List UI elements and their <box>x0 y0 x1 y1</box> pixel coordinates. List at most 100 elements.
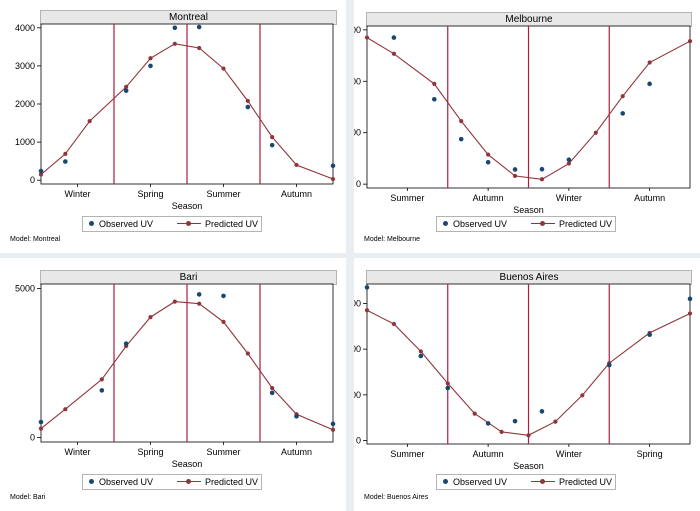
x-tick-label: Autumn <box>634 193 665 203</box>
predicted-point <box>364 308 370 313</box>
predicted-point <box>418 349 423 354</box>
legend-observed-label: Observed UV <box>453 219 508 229</box>
x-tick-label: Spring <box>637 449 663 459</box>
legend-observed-label: Observed UV <box>99 477 154 487</box>
legend-predicted-label: Predicted UV <box>205 219 259 229</box>
x-axis-label: Season <box>172 201 203 211</box>
predicted-point <box>391 51 397 56</box>
y-tick-label: 2000 <box>354 390 361 400</box>
predicted-point <box>526 433 531 438</box>
legend: Observed UV Predicted UV <box>82 216 262 232</box>
predicted-point <box>63 151 68 157</box>
observed-point <box>172 25 178 31</box>
x-tick-label: Spring <box>137 189 163 199</box>
observed-point <box>647 332 652 338</box>
observed-point <box>245 104 251 110</box>
observed-point <box>566 157 572 163</box>
x-tick-label: Autumn <box>281 447 312 457</box>
observed-point <box>38 168 44 174</box>
observed-point <box>418 353 424 359</box>
observed-point <box>647 81 652 87</box>
predicted-point <box>486 152 491 157</box>
y-tick-label: 6000 <box>354 25 361 35</box>
model-note: Model: Buenos Aires <box>364 494 429 501</box>
y-tick-label: 4000 <box>15 23 35 33</box>
y-tick-label: 2000 <box>354 128 361 138</box>
legend-predicted-label: Predicted UV <box>205 477 259 487</box>
observed-point <box>196 292 202 297</box>
predicted-series-line <box>40 301 334 431</box>
observed-point <box>539 409 545 414</box>
observed-point <box>687 296 693 302</box>
predicted-point <box>270 135 275 140</box>
predicted-point <box>391 321 397 327</box>
observed-marker-icon <box>443 479 448 484</box>
x-axis-label: Season <box>513 205 544 215</box>
x-tick-label: Summer <box>206 189 240 199</box>
predicted-point <box>553 419 558 424</box>
legend: Observed UV Predicted UV <box>436 216 616 232</box>
y-tick-label: 0 <box>356 179 361 189</box>
observed-point <box>445 385 451 391</box>
observed-point <box>431 96 437 102</box>
predicted-point <box>87 119 92 124</box>
y-tick-label: 6000 <box>354 298 361 308</box>
predicted-point <box>99 377 104 382</box>
x-tick-label: Summer <box>206 447 240 457</box>
observed-point <box>485 421 491 426</box>
x-tick-label: Spring <box>137 447 163 457</box>
observed-point <box>63 159 68 164</box>
y-tick-label: 0 <box>30 433 35 443</box>
legend-predicted-label: Predicted UV <box>559 219 613 229</box>
legend-predicted-label: Predicted UV <box>559 477 613 487</box>
plot-area: 0 5000 Winter Spring Summer Autumn Season <box>15 283 336 469</box>
predicted-point <box>124 84 129 89</box>
observed-point <box>391 35 397 40</box>
predicted-marker-icon <box>540 221 545 226</box>
predicted-point <box>148 56 153 61</box>
plot-area: 0 1000 2000 3000 4000 Winter Spring Summer Autum… <box>15 23 336 211</box>
chart-panel-melbourne: Melbourne 0200040006000SummerAutumnWinte… <box>354 0 700 253</box>
predicted-point <box>539 177 545 182</box>
y-tick-label: 4000 <box>354 76 361 86</box>
predicted-point <box>566 161 571 166</box>
observed-point <box>123 88 129 93</box>
predicted-point <box>647 60 652 65</box>
y-tick-label: 4000 <box>354 344 361 354</box>
plot-area: 0 2000 4000 6000 Summer Autumn Winter Autumn Sea… <box>354 25 693 215</box>
chart-panel-buenos-aires: Buenos Aires 0200040006000SummerAutumnWi… <box>354 258 700 511</box>
predicted-point <box>294 162 299 168</box>
y-tick-label: 2000 <box>15 99 35 109</box>
observed-point <box>364 285 370 290</box>
observed-point <box>269 142 275 148</box>
predicted-point <box>445 381 450 386</box>
x-tick-label: Autumn <box>473 193 504 203</box>
predicted-point <box>330 427 336 432</box>
predicted-point <box>197 45 202 51</box>
chart-panel-montreal: Montreal 0 1000 2000 3000 4000 Winter Spring Su… <box>0 0 346 253</box>
y-tick-label: 5000 <box>15 283 35 293</box>
observed-point <box>221 293 226 299</box>
observed-point <box>512 418 518 424</box>
x-axis-label: Season <box>172 459 203 469</box>
predicted-marker-icon <box>186 221 191 226</box>
observed-point <box>99 388 105 393</box>
legend-observed-label: Observed UV <box>453 477 508 487</box>
predicted-point <box>687 311 693 316</box>
predicted-point <box>687 39 693 44</box>
observed-point <box>269 390 275 396</box>
y-tick-label: 3000 <box>15 61 35 71</box>
observed-point <box>38 419 44 425</box>
legend: Observed UV Predicted UV <box>82 474 262 490</box>
observed-point <box>620 111 626 116</box>
observed-point <box>512 167 518 172</box>
predicted-point <box>38 426 44 431</box>
observed-point <box>123 341 129 346</box>
predicted-series-line <box>366 309 691 436</box>
observed-marker-icon <box>89 221 94 226</box>
model-note: Model: Bari <box>10 494 46 501</box>
legend: Observed UV Predicted UV <box>436 474 616 490</box>
x-tick-label: Winter <box>556 193 582 203</box>
y-tick-label: 0 <box>356 436 361 446</box>
predicted-point <box>330 176 336 182</box>
